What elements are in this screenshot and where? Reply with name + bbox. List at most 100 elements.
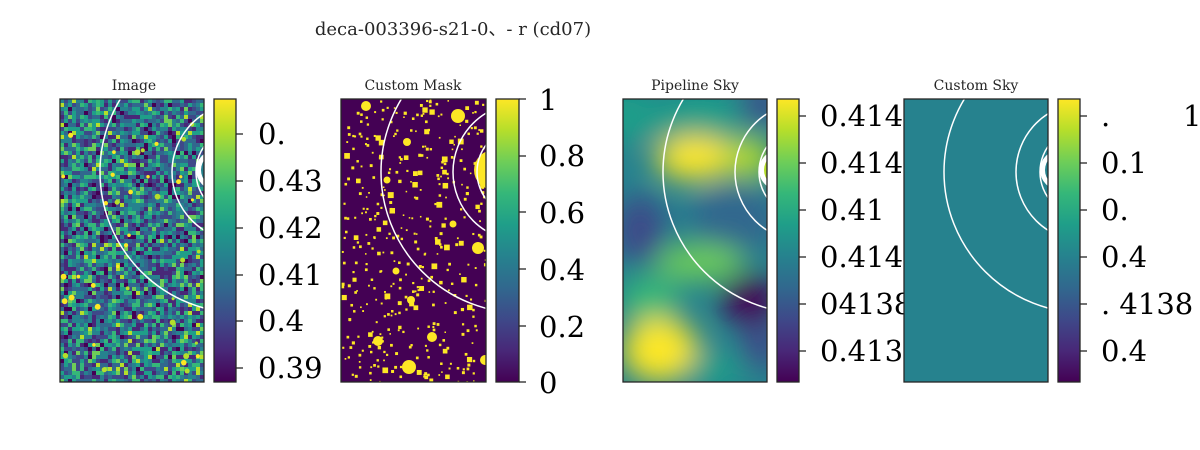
source-speck [94, 303, 101, 310]
mask-speck [419, 286, 425, 291]
mask-speck [470, 298, 473, 301]
mask-speck [343, 236, 346, 240]
mask-speck [457, 138, 464, 145]
mask-speck [411, 217, 414, 220]
mask-speck [446, 268, 449, 272]
mask-speck [359, 120, 363, 123]
mask-speck [368, 192, 370, 194]
mask-speck [465, 192, 469, 196]
mask-speck [408, 217, 411, 219]
mask-speck [411, 117, 415, 120]
mask-speck [386, 353, 389, 356]
source-speck [68, 132, 74, 138]
tick-label: 0.4 [1101, 334, 1147, 368]
source-speck [114, 199, 120, 205]
mask-speck [364, 143, 368, 146]
source-speck [62, 352, 69, 359]
mask-speck [480, 145, 483, 148]
mask-speck [376, 227, 382, 232]
mask-speck [402, 214, 405, 216]
mask-speck [375, 135, 381, 141]
mask-speck [415, 196, 419, 200]
flat-sky [904, 99, 1048, 382]
mask-speck [389, 333, 391, 335]
mask-speck [374, 214, 377, 218]
mask-speck [396, 129, 399, 132]
mask-speck [439, 202, 442, 205]
mask-speck [403, 111, 407, 115]
mask-speck [369, 371, 372, 375]
mask-speck [466, 367, 470, 371]
mask-speck [378, 139, 385, 146]
tick-label: 0.41 [820, 193, 885, 227]
mask-speck [357, 335, 360, 338]
mask-speck [436, 253, 439, 255]
mask-speck [365, 116, 369, 119]
mask-speck [355, 178, 361, 184]
mask-speck [389, 168, 392, 171]
mask-speck [444, 244, 450, 251]
mask-speck [358, 132, 362, 136]
mask-speck [473, 380, 475, 382]
mask-speck [365, 196, 368, 198]
tick-label: 0.1 [1101, 146, 1147, 180]
source-speck [112, 150, 116, 155]
mask-speck [456, 366, 460, 370]
colorbar-ticks-custom-mask: 1 0.8 0.6 0.4 0.2 0 [519, 83, 585, 400]
mask-speck [383, 194, 385, 197]
mask-speck [361, 349, 364, 352]
mask-speck [479, 220, 481, 223]
panel-title-image: Image [112, 78, 156, 94]
mask-speck [344, 153, 350, 159]
mask-speck [383, 189, 386, 191]
panel-title-pipeline-sky: Pipeline Sky [651, 78, 739, 94]
mask-speck [454, 135, 456, 138]
mask-speck [359, 245, 362, 249]
mask-speck [356, 111, 360, 115]
source-speck [60, 273, 67, 280]
mask-speck [441, 223, 446, 228]
mask-speck [461, 332, 465, 336]
mask-speck [441, 160, 444, 164]
mask-speck [358, 192, 362, 196]
mask-speck [371, 247, 374, 250]
mask-speck [483, 263, 486, 267]
source-speck [92, 343, 96, 347]
mask-speck [345, 230, 348, 234]
mask-speck [438, 183, 441, 186]
mask-speck [393, 135, 395, 138]
mask-speck [439, 280, 443, 285]
mask-speck [445, 374, 450, 380]
mask-speck [466, 329, 470, 333]
mask-speck [383, 315, 386, 318]
mask-speck [382, 186, 385, 189]
mask-speck [446, 172, 449, 176]
mask-speck [346, 217, 350, 220]
mask-speck [341, 250, 344, 253]
annulus-rings [380, 99, 486, 310]
source-speck [68, 294, 75, 301]
panel-title-custom-mask: Custom Mask [364, 78, 462, 94]
mask-background [341, 99, 486, 382]
mask-speck [415, 130, 417, 133]
mask-speck [472, 112, 474, 114]
mask-speck [475, 204, 480, 210]
mask-speck [461, 276, 467, 283]
mask-speck [382, 220, 388, 226]
mask-speck [391, 369, 395, 373]
source-speck [194, 341, 198, 345]
mask-speck [473, 162, 477, 165]
mask-speck [474, 110, 477, 114]
mask-speck [438, 136, 441, 139]
mask-speck [398, 261, 401, 265]
mask-speck [380, 302, 383, 305]
mask-speck [447, 177, 450, 180]
mask-speck [396, 234, 400, 238]
mask-speck [379, 333, 382, 336]
mask-speck [398, 179, 402, 184]
mask-speck [413, 196, 416, 199]
mask-speck [462, 368, 465, 371]
mask-speck [393, 107, 396, 109]
mask-speck [429, 225, 432, 228]
mask-speck [390, 343, 393, 347]
